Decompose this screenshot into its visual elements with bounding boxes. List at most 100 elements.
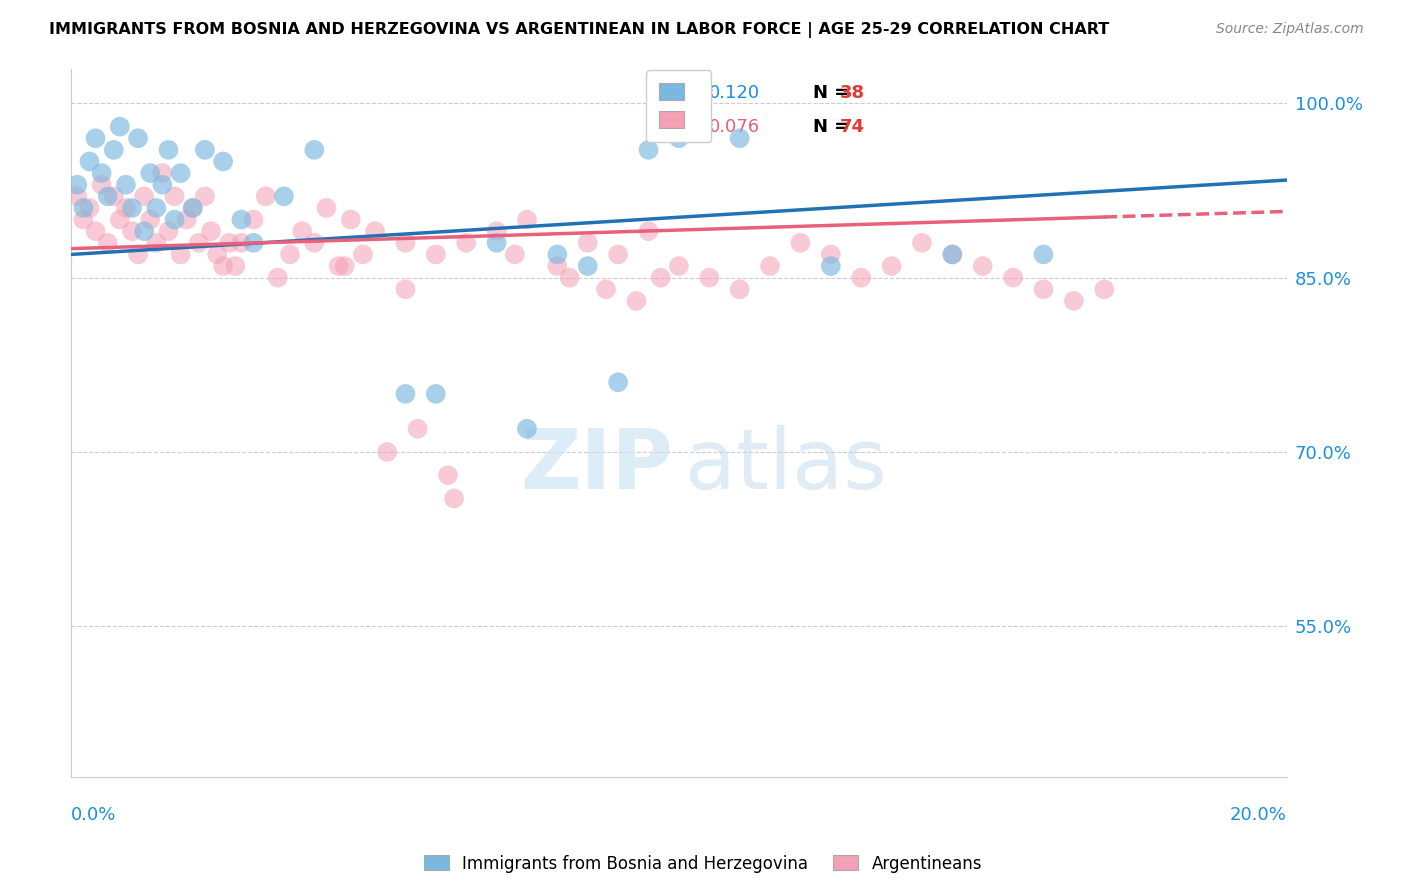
Text: N =: N = [813, 85, 855, 103]
Point [242, 212, 264, 227]
Point [224, 259, 246, 273]
Point [394, 235, 416, 250]
Point [485, 224, 508, 238]
Legend: Immigrants from Bosnia and Herzegovina, Argentineans: Immigrants from Bosnia and Herzegovina, … [418, 848, 988, 880]
Point [194, 143, 217, 157]
Point [425, 387, 447, 401]
Point [72, 201, 94, 215]
Point [139, 166, 162, 180]
Point [97, 189, 120, 203]
Point [1002, 270, 1025, 285]
Point [254, 189, 277, 203]
Point [150, 178, 173, 192]
Point [352, 247, 374, 261]
Point [108, 120, 131, 134]
Point [121, 224, 143, 238]
Point [90, 166, 112, 180]
Point [668, 131, 690, 145]
Text: ZIP: ZIP [520, 425, 673, 506]
Point [911, 235, 934, 250]
Point [145, 235, 167, 250]
Point [134, 224, 156, 238]
Point [127, 247, 149, 261]
Point [394, 282, 416, 296]
Point [84, 224, 107, 238]
Point [194, 189, 217, 203]
Point [456, 235, 478, 250]
Point [1092, 282, 1115, 296]
Point [315, 201, 337, 215]
Point [291, 224, 314, 238]
Point [546, 247, 568, 261]
Point [163, 189, 186, 203]
Point [637, 143, 659, 157]
Point [212, 154, 235, 169]
Point [103, 189, 125, 203]
Point [1032, 282, 1054, 296]
Point [84, 131, 107, 145]
Point [103, 143, 125, 157]
Point [972, 259, 994, 273]
Point [851, 270, 873, 285]
Point [187, 235, 209, 250]
Point [375, 445, 398, 459]
Legend: , : , [647, 70, 711, 143]
Point [728, 131, 751, 145]
Point [728, 282, 751, 296]
Point [668, 259, 690, 273]
Point [485, 235, 508, 250]
Point [169, 247, 191, 261]
Point [607, 247, 630, 261]
Text: R =: R = [682, 119, 720, 136]
Point [406, 422, 429, 436]
Point [181, 201, 204, 215]
Point [503, 247, 526, 261]
Point [650, 270, 672, 285]
Point [1032, 247, 1054, 261]
Point [218, 235, 240, 250]
Point [127, 131, 149, 145]
Text: 38: 38 [839, 85, 865, 103]
Point [169, 166, 191, 180]
Point [339, 212, 361, 227]
Point [278, 247, 301, 261]
Point [1063, 293, 1085, 308]
Point [607, 376, 630, 390]
Point [200, 224, 222, 238]
Text: Source: ZipAtlas.com: Source: ZipAtlas.com [1216, 22, 1364, 37]
Point [820, 259, 842, 273]
Point [231, 212, 253, 227]
Point [121, 201, 143, 215]
Point [546, 259, 568, 273]
Point [139, 212, 162, 227]
Point [267, 270, 290, 285]
Point [595, 282, 617, 296]
Point [304, 143, 326, 157]
Point [212, 259, 235, 273]
Point [115, 201, 138, 215]
Point [90, 178, 112, 192]
Point [273, 189, 295, 203]
Point [150, 166, 173, 180]
Point [576, 235, 599, 250]
Point [108, 212, 131, 227]
Point [157, 224, 180, 238]
Text: IMMIGRANTS FROM BOSNIA AND HERZEGOVINA VS ARGENTINEAN IN LABOR FORCE | AGE 25-29: IMMIGRANTS FROM BOSNIA AND HERZEGOVINA V… [49, 22, 1109, 38]
Point [558, 270, 581, 285]
Text: R =: R = [682, 85, 720, 103]
Point [145, 201, 167, 215]
Point [79, 154, 101, 169]
Point [134, 189, 156, 203]
Point [941, 247, 963, 261]
Point [242, 235, 264, 250]
Point [626, 293, 648, 308]
Text: 0.120: 0.120 [709, 85, 761, 103]
Point [79, 201, 101, 215]
Text: 0.076: 0.076 [709, 119, 761, 136]
Point [328, 259, 350, 273]
Point [789, 235, 811, 250]
Point [576, 259, 599, 273]
Point [304, 235, 326, 250]
Point [443, 491, 465, 506]
Text: 0.0%: 0.0% [72, 806, 117, 824]
